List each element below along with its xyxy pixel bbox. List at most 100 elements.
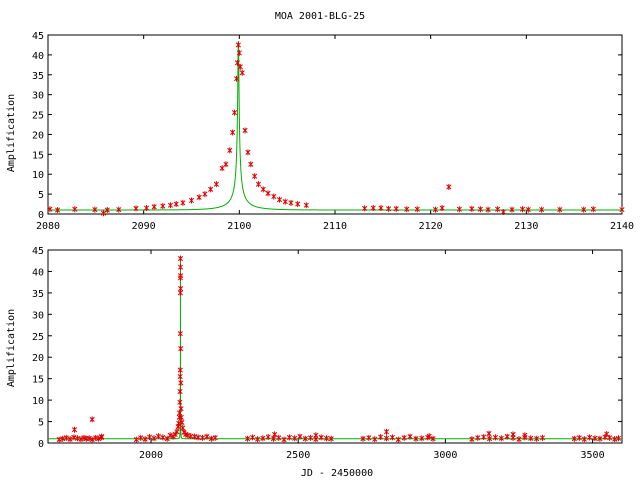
- data-point: [557, 206, 563, 213]
- data-point: [426, 433, 432, 440]
- data-point: [328, 435, 334, 442]
- data-point: [202, 191, 208, 198]
- data-point: [372, 436, 378, 443]
- data-point: [485, 206, 491, 213]
- data-point: [297, 433, 303, 440]
- data-point: [219, 165, 225, 172]
- data-point: [237, 63, 243, 70]
- data-point: [366, 434, 372, 441]
- data-point: [276, 196, 283, 203]
- y-tick-label: 40: [32, 51, 44, 62]
- data-point: [234, 59, 240, 66]
- data-point: [288, 199, 294, 206]
- data-point: [155, 433, 161, 440]
- data-point: [386, 205, 392, 212]
- data-point: [475, 434, 481, 441]
- data-point: [519, 206, 526, 213]
- data-point: [255, 436, 261, 443]
- data-point: [281, 436, 287, 443]
- data-point: [265, 433, 271, 440]
- data-point: [469, 205, 475, 212]
- data-point: [55, 207, 61, 214]
- data-point: [177, 399, 183, 406]
- data-point: [174, 428, 180, 435]
- data-point: [151, 435, 157, 442]
- data-point: [539, 434, 546, 441]
- data-point: [395, 436, 401, 443]
- data-point: [318, 434, 324, 441]
- data-point: [383, 435, 390, 442]
- data-point: [248, 161, 254, 168]
- x-tick-label: 2140: [610, 221, 634, 232]
- data-point: [469, 436, 475, 443]
- data-point: [260, 186, 266, 193]
- y-tick-label: 45: [32, 246, 44, 257]
- data-point: [99, 433, 105, 440]
- model-curve: [48, 256, 622, 440]
- data-point: [308, 434, 314, 441]
- data-point: [96, 435, 102, 442]
- y-tick-label: 45: [32, 31, 44, 42]
- data-point: [587, 434, 593, 441]
- data-point: [481, 433, 487, 440]
- data-point: [414, 206, 420, 213]
- plot-frame: [47, 249, 623, 444]
- data-point: [571, 435, 577, 442]
- data-point: [295, 201, 301, 208]
- data-point: [178, 414, 184, 421]
- data-point: [604, 430, 610, 437]
- data-point: [47, 206, 53, 213]
- data-point: [360, 435, 366, 442]
- data-point: [607, 434, 613, 441]
- top-panel: MOA 2001-BLG-25 Amplification 0 5 10 15 20 25…: [6, 11, 634, 232]
- x-axis-label-bottom: JD - 2450000: [301, 468, 373, 479]
- y-tick-label: 15: [32, 150, 44, 161]
- data-point: [89, 416, 95, 423]
- data-point: [286, 434, 292, 441]
- data-point: [179, 419, 185, 426]
- y-tick-label: 20: [32, 353, 44, 364]
- data-point: [71, 426, 78, 433]
- data-point: [271, 193, 277, 200]
- data-point: [581, 206, 587, 213]
- y-tick-label: 15: [32, 375, 44, 386]
- data-point: [63, 434, 69, 441]
- data-point: [500, 209, 506, 216]
- data-point: [242, 127, 248, 134]
- data-point: [509, 206, 515, 213]
- y-tick-label: 35: [32, 71, 44, 82]
- data-point: [407, 433, 413, 440]
- data-point: [486, 430, 492, 437]
- data-point: [67, 436, 73, 443]
- y-tick-label: 30: [32, 310, 44, 321]
- y-tick-label: 10: [32, 396, 44, 407]
- data-point: [192, 433, 198, 440]
- data-point: [178, 285, 184, 292]
- data-point: [173, 201, 179, 208]
- data-point: [151, 203, 157, 210]
- data-point: [180, 199, 186, 206]
- data-point: [525, 206, 531, 213]
- data-point: [413, 435, 419, 442]
- x-tick-label: 2500: [286, 450, 310, 461]
- model-curve: [48, 40, 622, 211]
- data-point: [255, 181, 262, 188]
- data-point: [590, 206, 596, 213]
- data-point: [265, 190, 271, 197]
- data-point: [104, 207, 110, 214]
- data-point: [160, 434, 166, 441]
- data-point: [492, 434, 498, 441]
- x-tick-label: 2130: [514, 221, 538, 232]
- data-point: [196, 194, 202, 201]
- data-point: [615, 435, 622, 442]
- data-point: [195, 434, 201, 441]
- data-point: [313, 432, 319, 439]
- data-point: [78, 436, 84, 443]
- x-tick-label: 2100: [227, 221, 251, 232]
- data-point: [227, 147, 233, 154]
- data-point: [167, 202, 174, 209]
- data-point: [302, 435, 308, 442]
- data-point: [404, 206, 410, 213]
- data-point: [378, 205, 384, 212]
